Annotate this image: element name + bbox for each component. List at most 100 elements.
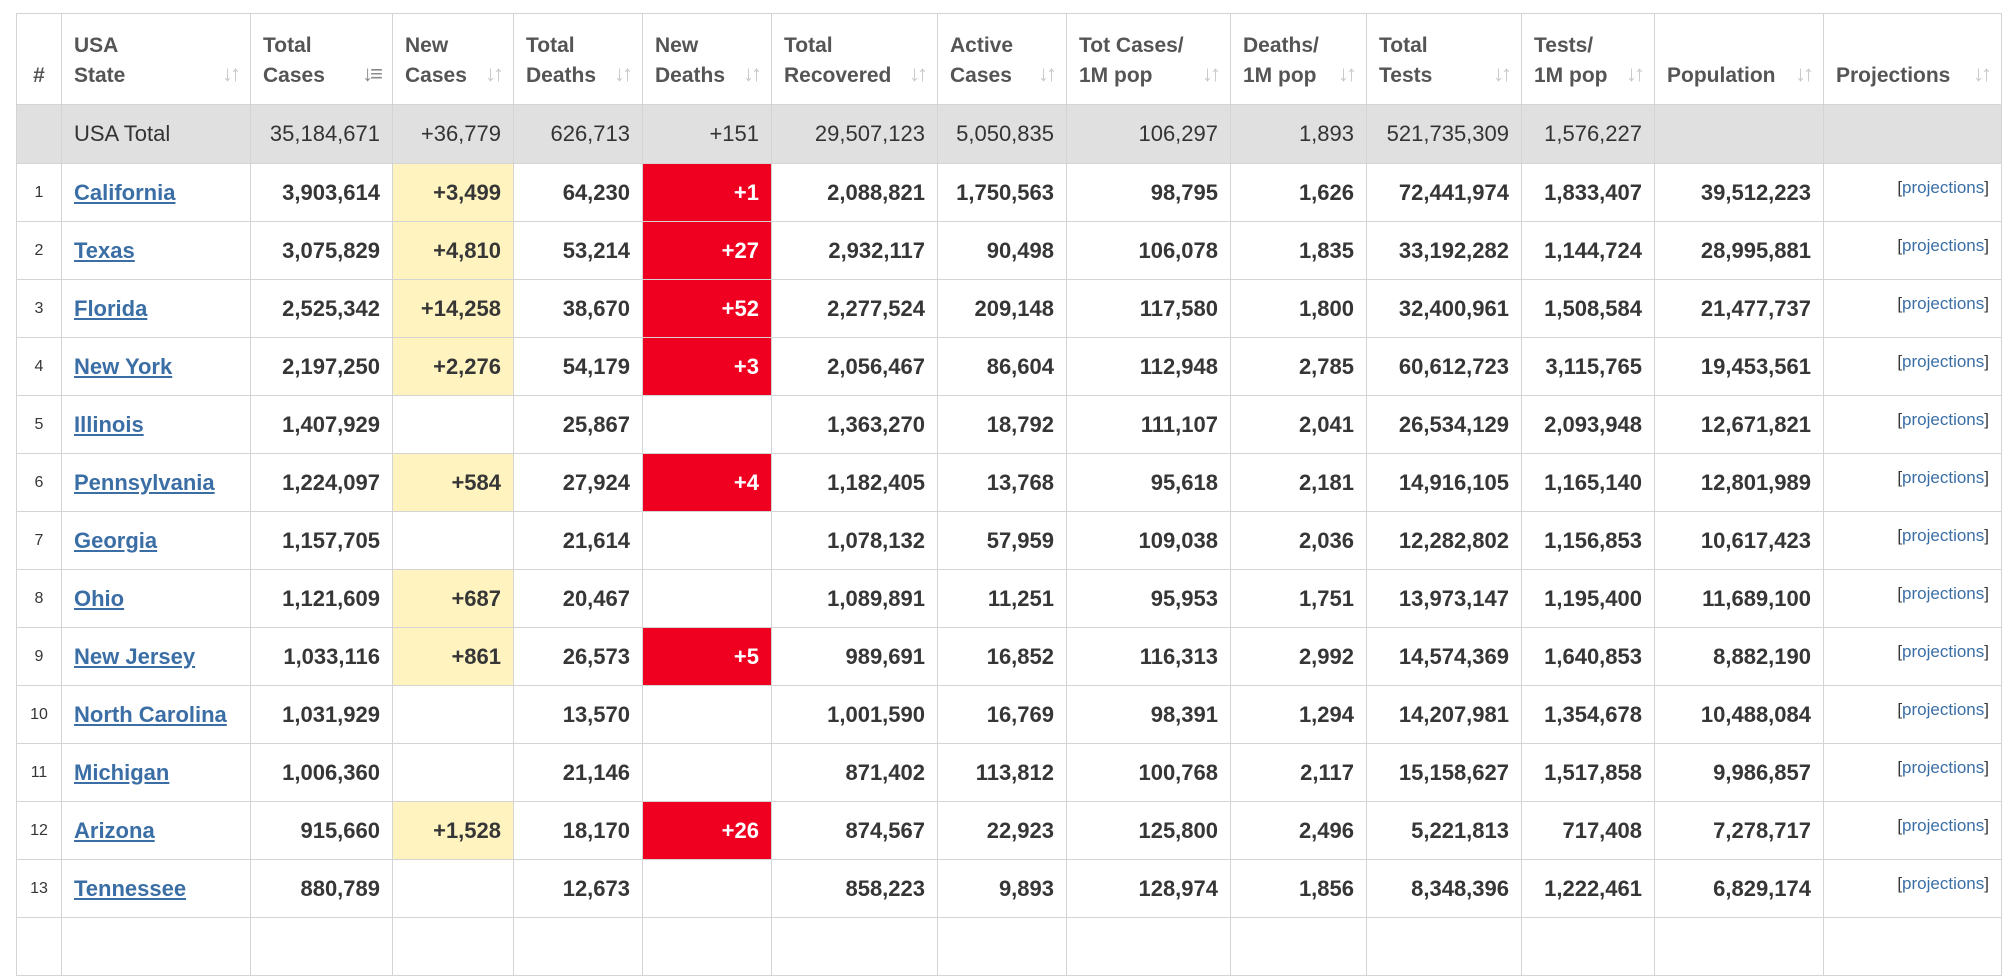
table-row: 1 California 3,903,614 +3,499 64,230 +1 2,088,… (16, 163, 2002, 222)
tot-cases-1m-cell: 98,391 (1066, 685, 1231, 744)
projections-cell: [projections] (1823, 627, 2002, 686)
col-header-deaths-per-1m[interactable]: Deaths/1M pop ↓↑ (1230, 13, 1367, 105)
col-header-tests-per-1m[interactable]: Tests/1M pop ↓↑ (1521, 13, 1655, 105)
col-header-total-deaths[interactable]: Total Deaths ↓↑ (513, 13, 643, 105)
state-link[interactable]: California (74, 179, 176, 205)
projections-link[interactable]: projections (1902, 874, 1985, 893)
state-cell: Georgia (61, 511, 251, 570)
total-cases-cell: 3,903,614 (250, 163, 393, 222)
tot-cases-1m-cell: 95,618 (1066, 453, 1231, 512)
population-cell (1654, 917, 1824, 976)
deaths-1m-cell: 1,626 (1230, 163, 1367, 222)
total-cases-cell: 2,197,250 (250, 337, 393, 396)
active-cases-cell (937, 917, 1067, 976)
sort-arrows-icon[interactable]: ↓↑ (1493, 61, 1512, 86)
projections-link[interactable]: projections (1902, 584, 1985, 603)
state-link[interactable]: Ohio (74, 585, 125, 611)
projections-cell: [projections] (1823, 337, 2002, 396)
col-header-state[interactable]: USA State ↓↑ (61, 13, 251, 105)
bracket-open: [ (1897, 816, 1903, 835)
state-link[interactable]: North Carolina (74, 701, 227, 727)
deaths-1m-cell (1230, 917, 1367, 976)
state-link[interactable]: Michigan (74, 759, 170, 785)
bracket-close: ] (1984, 758, 1989, 777)
total-row-index (16, 104, 62, 164)
sort-arrows-icon[interactable]: ↓↑ (1973, 61, 1992, 86)
sort-active-icon[interactable]: ↓≡ (362, 61, 383, 86)
col-header-num-label: # (33, 64, 45, 87)
col-header-num[interactable]: # (16, 13, 62, 105)
col-header-label-2: Tests (1379, 64, 1433, 87)
total-deaths-cell: 53,214 (513, 221, 643, 280)
tests-1m-cell: 2,093,948 (1521, 395, 1655, 454)
col-header-new-deaths[interactable]: New Deaths ↓↑ (642, 13, 772, 105)
state-cell: Ohio (61, 569, 251, 628)
total-population (1654, 104, 1824, 164)
population-cell: 39,512,223 (1654, 163, 1824, 222)
total-recovered-cell: 1,078,132 (771, 511, 938, 570)
state-link[interactable]: New York (74, 353, 173, 379)
col-header-new-cases[interactable]: New Cases ↓↑ (392, 13, 514, 105)
projections-link[interactable]: projections (1902, 236, 1985, 255)
col-header-total-recovered[interactable]: Total Recovered ↓↑ (771, 13, 938, 105)
state-link[interactable]: Texas (74, 237, 135, 263)
sort-arrows-icon[interactable]: ↓↑ (222, 61, 241, 86)
col-header-active-cases[interactable]: Active Cases ↓↑ (937, 13, 1067, 105)
projections-link[interactable]: projections (1902, 758, 1985, 777)
total-tests-cell: 14,207,981 (1366, 685, 1522, 744)
sort-arrows-icon[interactable]: ↓↑ (614, 61, 633, 86)
state-link[interactable]: Illinois (74, 411, 144, 437)
bracket-close: ] (1984, 236, 1989, 255)
sort-arrows-icon[interactable]: ↓↑ (1626, 61, 1645, 86)
sort-arrows-icon[interactable]: ↓↑ (743, 61, 762, 86)
sort-arrows-icon[interactable]: ↓↑ (1338, 61, 1357, 86)
projections-link[interactable]: projections (1902, 178, 1985, 197)
state-link[interactable]: Tennessee (74, 875, 187, 901)
sort-arrows-icon[interactable]: ↓↑ (909, 61, 928, 86)
state-link[interactable]: Florida (74, 295, 148, 321)
tests-1m-cell: 1,222,461 (1521, 859, 1655, 918)
new-deaths-cell (642, 685, 772, 744)
state-link[interactable]: Arizona (74, 817, 155, 843)
total-deaths-cell: 27,924 (513, 453, 643, 512)
col-header-total-tests[interactable]: Total Tests ↓↑ (1366, 13, 1522, 105)
projections-link[interactable]: projections (1902, 410, 1985, 429)
tot-cases-1m-cell: 98,795 (1066, 163, 1231, 222)
col-header-total-cases[interactable]: Total Cases ↓≡ (250, 13, 393, 105)
col-header-population[interactable]: Population ↓↑ (1654, 13, 1824, 105)
col-header-label-1: USA (74, 34, 119, 57)
bracket-open: [ (1897, 236, 1903, 255)
state-link[interactable]: Pennsylvania (74, 469, 215, 495)
population-cell: 10,617,423 (1654, 511, 1824, 570)
projections-link[interactable]: projections (1902, 468, 1985, 487)
col-header-tot-cases-per-1m[interactable]: Tot Cases/1M pop ↓↑ (1066, 13, 1231, 105)
new-cases-cell: +4,810 (392, 221, 514, 280)
projections-link[interactable]: projections (1902, 816, 1985, 835)
bracket-close: ] (1984, 294, 1989, 313)
projections-link[interactable]: projections (1902, 294, 1985, 313)
tests-1m-cell: 1,517,858 (1521, 743, 1655, 802)
new-deaths-cell (642, 569, 772, 628)
col-header-projections[interactable]: Projections ↓↑ (1823, 13, 2002, 105)
total-cases-cell: 3,075,829 (250, 221, 393, 280)
col-header-label-1: Total (263, 34, 312, 57)
population-cell: 8,882,190 (1654, 627, 1824, 686)
state-link[interactable]: Georgia (74, 527, 158, 553)
total-total-tests: 521,735,309 (1366, 104, 1522, 164)
projections-link[interactable]: projections (1902, 526, 1985, 545)
row-index: 3 (16, 279, 62, 338)
state-link[interactable]: New Jersey (74, 643, 196, 669)
sort-arrows-icon[interactable]: ↓↑ (1038, 61, 1057, 86)
total-deaths-cell: 20,467 (513, 569, 643, 628)
total-tests-cell: 13,973,147 (1366, 569, 1522, 628)
new-deaths-cell (642, 395, 772, 454)
projections-link[interactable]: projections (1902, 352, 1985, 371)
col-header-label-1: Active (950, 34, 1014, 57)
sort-arrows-icon[interactable]: ↓↑ (485, 61, 504, 86)
projections-link[interactable]: projections (1902, 700, 1985, 719)
projections-cell: [projections] (1823, 453, 2002, 512)
projections-link[interactable]: projections (1902, 642, 1985, 661)
sort-arrows-icon[interactable]: ↓↑ (1202, 61, 1221, 86)
sort-arrows-icon[interactable]: ↓↑ (1795, 61, 1814, 86)
deaths-1m-cell: 1,856 (1230, 859, 1367, 918)
